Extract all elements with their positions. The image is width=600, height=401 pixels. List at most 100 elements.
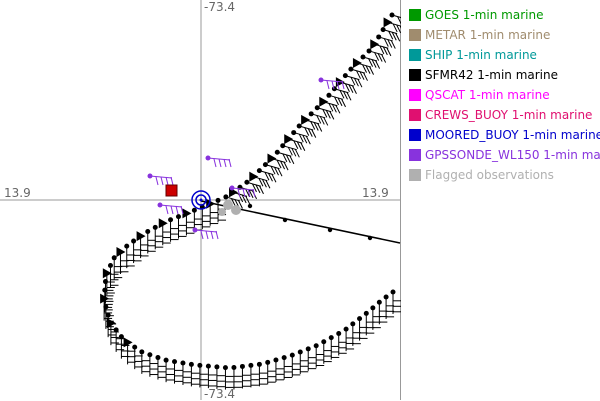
gpssonde-observations — [147, 77, 345, 240]
wind-barb — [297, 349, 309, 374]
wind-barb — [281, 355, 293, 380]
wind-barb — [348, 66, 368, 81]
wind-barb — [102, 268, 115, 296]
legend-item-gpssonde[interactable]: GPSSONDE_WL150 1-min marine — [405, 145, 600, 165]
legend-swatch — [409, 129, 421, 141]
wind-barb — [308, 111, 329, 126]
wind-barb — [222, 365, 234, 390]
wind-barb — [383, 17, 401, 34]
wind-barb — [145, 228, 156, 254]
wind-barb — [265, 359, 276, 385]
legend-item-metar[interactable]: METAR 1-min marine — [405, 25, 600, 45]
wind-barb — [256, 361, 268, 387]
flagged-observations — [218, 200, 241, 216]
wind-barb — [249, 171, 271, 189]
wind-barb — [305, 346, 317, 371]
right-axis-label: 13.9 — [362, 186, 389, 200]
wind-barb — [370, 39, 392, 57]
gpssonde-barb — [157, 202, 184, 215]
wind-barb — [131, 238, 142, 264]
legend: GOES 1-min marine METAR 1-min marine SHI… — [405, 5, 600, 185]
wind-barb — [155, 355, 166, 380]
wind-barb — [336, 330, 347, 356]
wind-barb — [389, 12, 401, 25]
wind-barb — [244, 179, 264, 195]
wind-plot[interactable] — [0, 0, 401, 400]
legend-item-crews-buoy[interactable]: CREWS_BUOY 1-min marine — [405, 105, 600, 125]
wind-barb — [352, 58, 374, 75]
wind-barb — [301, 114, 323, 132]
legend-item-moored-buoy[interactable]: MOORED_BUOY 1-min marine — [405, 125, 600, 145]
wind-barb — [319, 96, 341, 114]
wind-barb — [180, 360, 191, 385]
wind-barb — [152, 224, 164, 250]
legend-swatch — [409, 109, 421, 121]
track-dot — [247, 203, 253, 209]
wind-barb — [343, 326, 355, 352]
track-dot — [327, 227, 333, 233]
wind-barb — [136, 231, 149, 259]
gpssonde-barb — [318, 77, 345, 90]
wind-barb — [296, 123, 317, 138]
legend-swatch — [409, 29, 421, 41]
wind-barb — [111, 255, 123, 280]
gpssonde-barb — [192, 227, 219, 240]
legend-label: METAR 1-min marine — [425, 28, 551, 42]
legend-item-sfmr42[interactable]: SFMR42 1-min marine — [405, 65, 600, 85]
wind-barb — [214, 364, 225, 389]
wind-barb — [366, 48, 387, 63]
wind-barb — [147, 352, 158, 377]
wind-barb — [113, 327, 125, 352]
legend-label: GPSSONDE_WL150 1-min marine — [425, 148, 600, 162]
legend-swatch — [409, 69, 421, 81]
legend-label: QSCAT 1-min marine — [425, 88, 550, 102]
wind-barb — [313, 343, 325, 368]
legend-swatch — [409, 149, 421, 161]
track-dot — [367, 235, 373, 241]
wind-barb — [342, 73, 363, 88]
wind-barb — [289, 352, 301, 378]
moored-buoy-marker — [191, 190, 211, 210]
track-dot — [282, 217, 288, 223]
wind-barb — [280, 143, 300, 158]
legend-label: MOORED_BUOY 1-min marine — [425, 128, 600, 142]
wind-barb — [262, 162, 283, 177]
wind-barb — [182, 208, 195, 236]
gpssonde-barb — [147, 173, 174, 186]
legend-item-qscat[interactable]: QSCAT 1-min marine — [405, 85, 600, 105]
legend-item-ship[interactable]: SHIP 1-min marine — [405, 45, 600, 65]
wind-barb — [273, 357, 284, 383]
wind-barb — [314, 105, 335, 120]
wind-barb — [256, 168, 277, 183]
legend-swatch — [409, 49, 421, 61]
wind-barb — [267, 153, 289, 171]
legend-item-goes[interactable]: GOES 1-min marine — [405, 5, 600, 25]
wind-barb — [326, 92, 346, 108]
wind-barb — [363, 310, 375, 336]
wind-barb — [197, 362, 208, 388]
wind-barb — [390, 289, 401, 314]
legend-item-flagged[interactable]: Flagged observations — [405, 165, 600, 185]
wind-barb — [163, 357, 175, 383]
gpssonde-barb — [229, 185, 256, 198]
wind-barb — [107, 262, 119, 288]
wind-barb — [188, 361, 200, 387]
legend-label: SHIP 1-min marine — [425, 48, 537, 62]
legend-swatch — [409, 9, 421, 21]
legend-label: GOES 1-min marine — [425, 8, 544, 22]
wind-barb — [284, 134, 306, 151]
legend-swatch — [409, 169, 421, 181]
wind-barb — [291, 130, 311, 145]
top-axis-label: -73.4 — [204, 0, 236, 14]
bottom-axis-label: -73.4 — [204, 387, 236, 401]
wind-barb — [175, 214, 187, 239]
wind-barb — [328, 335, 340, 360]
wind-barb — [172, 359, 183, 384]
wind-barb — [357, 316, 368, 341]
wind-barb — [380, 27, 401, 42]
wind-barb — [239, 363, 251, 389]
wind-barb — [231, 365, 242, 390]
legend-label: CREWS_BUOY 1-min marine — [425, 108, 593, 122]
wind-barb — [248, 362, 259, 388]
crews-buoy-marker — [165, 184, 178, 197]
